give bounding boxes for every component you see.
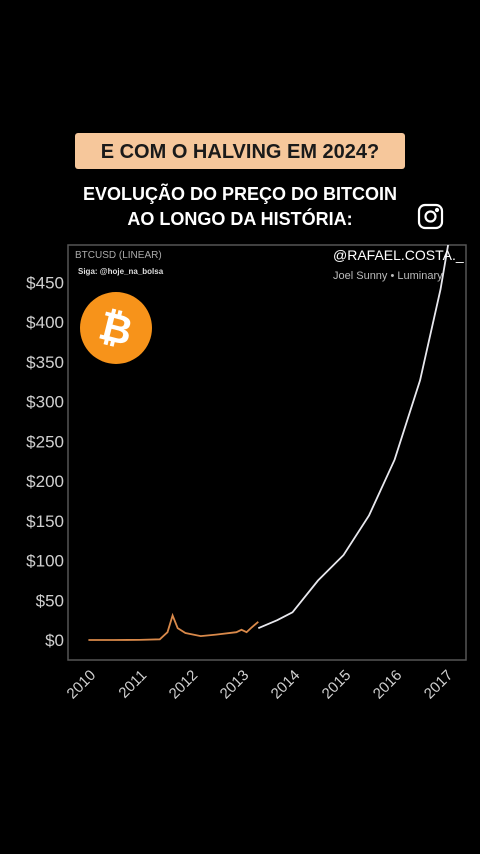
banner <box>75 133 405 169</box>
y-tick-label: $200 <box>26 472 64 491</box>
price-line <box>257 245 449 630</box>
banner-text: E COM O HALVING EM 2024? <box>101 141 380 163</box>
y-tick-label: $300 <box>26 393 64 412</box>
y-tick-label: $0 <box>45 631 64 650</box>
y-tick-label: $50 <box>36 591 64 610</box>
handle: @RAFAEL.COSTA._ <box>333 247 464 263</box>
instagram-icon <box>417 203 444 230</box>
bitcoin-logo: ₿ <box>80 292 152 364</box>
y-tick-label: $450 <box>26 273 64 292</box>
headline: AO LONGO DA HISTÓRIA: <box>127 208 352 229</box>
chart-title: BTCUSD (LINEAR) <box>75 250 162 261</box>
y-tick-label: $150 <box>26 512 64 531</box>
chart-subtitle: Siga: @hoje_na_bolsa <box>78 267 164 276</box>
y-tick-label: $100 <box>26 552 64 571</box>
plot-frame <box>67 244 467 661</box>
headline: EVOLUÇÃO DO PREÇO DO BITCOIN <box>83 183 397 204</box>
plot-area <box>88 245 449 641</box>
y-tick-label: $250 <box>26 432 64 451</box>
y-tick-label: $400 <box>26 313 64 332</box>
credit: Joel Sunny • Luminary <box>333 270 443 282</box>
price-line <box>88 612 259 641</box>
y-tick-label: $350 <box>26 353 64 372</box>
